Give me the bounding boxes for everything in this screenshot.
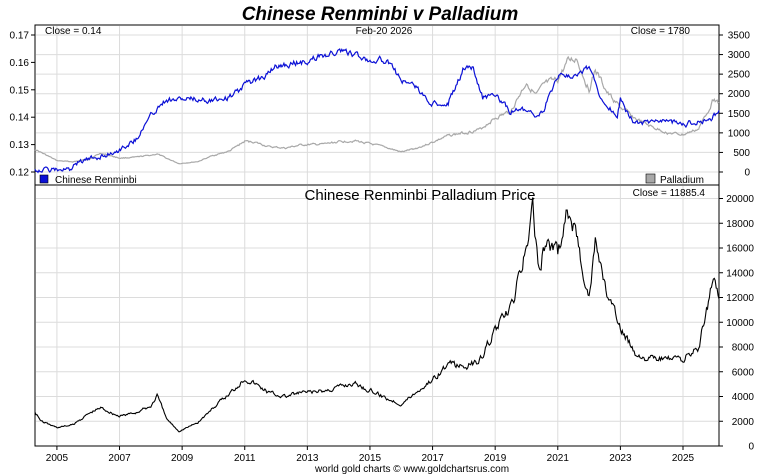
x-axis-tick-label: 2015 — [359, 453, 382, 464]
bottom-right-axis-tick-label: 16000 — [726, 244, 754, 255]
x-axis-tick-label: 2013 — [296, 453, 319, 464]
legend-swatch-renminbi — [39, 174, 49, 184]
legend-palladium: Palladium — [645, 173, 704, 186]
bottom-right-axis-tick-label: 20000 — [726, 194, 754, 205]
x-axis-tick-label: 2025 — [672, 453, 695, 464]
legend-label-palladium: Palladium — [660, 175, 704, 186]
close-left-label: Close = 0.14 — [45, 26, 102, 37]
x-axis-tick-label: 2011 — [234, 453, 256, 464]
top-right-axis-tick-label: 2000 — [728, 89, 751, 100]
top-right-axis-tick-label: 1000 — [728, 128, 751, 139]
top-right-axis-tick-label: 500 — [733, 148, 750, 159]
top-right-axis-tick-label: 3000 — [728, 50, 751, 61]
x-axis-tick-label: 2009 — [171, 453, 194, 464]
bottom-right-axis-tick-label: 6000 — [732, 367, 755, 378]
legend-swatch-palladium — [645, 173, 656, 184]
left-axis-tick-label: 0.16 — [10, 58, 30, 69]
x-axis-tick-label: 2019 — [484, 453, 507, 464]
x-axis-tick-label: 2005 — [46, 453, 69, 464]
bottom-right-axis-tick-label: 4000 — [732, 392, 755, 403]
bottom-right-axis-tick-label: 8000 — [732, 343, 755, 354]
top-right-axis-tick-label: 0 — [744, 168, 750, 179]
bottom-right-axis-tick-label: 0 — [748, 442, 754, 453]
top-right-axis-tick-label: 3500 — [728, 31, 751, 42]
x-axis-tick-label: 2007 — [108, 453, 131, 464]
bottom-close-label: Close = 11885.4 — [633, 188, 706, 199]
x-axis-tick-label: 2021 — [547, 453, 570, 464]
x-axis: 2005 2007 2009 2011 2013 2015 2017 2019 2021 2023… — [46, 446, 695, 464]
x-axis-tick-label: 2023 — [609, 453, 632, 464]
legend-label-renminbi: Chinese Renminbi — [55, 175, 137, 186]
bottom-panel-axes: 0 2000 4000 6000 8000 10000 12000 14000 16000 180… — [719, 194, 754, 453]
bottom-right-axis-tick-label: 12000 — [726, 293, 754, 304]
top-panel-axes: 0.12 0.13 0.14 0.15 0.16 0.17 0 500 1000 1500 2000… — [10, 31, 751, 179]
top-panel-series — [34, 48, 720, 174]
renminbi-line — [34, 48, 720, 174]
legend-renminbi: Chinese Renminbi — [39, 174, 137, 186]
palladium-line — [34, 55, 720, 165]
close-right-label: Close = 1780 — [631, 26, 691, 37]
ratio-line — [34, 197, 720, 433]
bottom-right-axis-tick-label: 14000 — [726, 268, 754, 279]
top-right-axis-tick-label: 2500 — [728, 70, 751, 81]
bottom-right-axis-tick-label: 2000 — [732, 417, 755, 428]
date-label: Feb-20 2026 — [356, 26, 413, 37]
left-axis-tick-label: 0.17 — [10, 31, 30, 42]
bottom-panel-grid — [36, 186, 718, 445]
x-axis-tick-label: 2017 — [421, 453, 444, 464]
chart-title: Chinese Renminbi v Palladium — [242, 4, 519, 25]
bottom-panel-series — [34, 197, 720, 433]
left-axis-tick-label: 0.15 — [10, 85, 30, 96]
bottom-right-axis-tick-label: 18000 — [726, 219, 754, 230]
left-axis-tick-label: 0.12 — [10, 168, 30, 179]
footer-credit: world gold charts © www.goldchartsrus.co… — [314, 464, 509, 475]
top-right-axis-tick-label: 1500 — [728, 109, 751, 120]
bottom-chart-title: Chinese Renminbi Palladium Price — [305, 187, 536, 204]
top-panel-grid — [36, 26, 718, 184]
top-panel-frame — [34, 24, 720, 186]
bottom-panel-frame — [34, 184, 720, 447]
left-axis-tick-label: 0.13 — [10, 140, 30, 151]
bottom-right-axis-tick-label: 10000 — [726, 318, 754, 329]
left-axis-tick-label: 0.14 — [10, 113, 30, 124]
